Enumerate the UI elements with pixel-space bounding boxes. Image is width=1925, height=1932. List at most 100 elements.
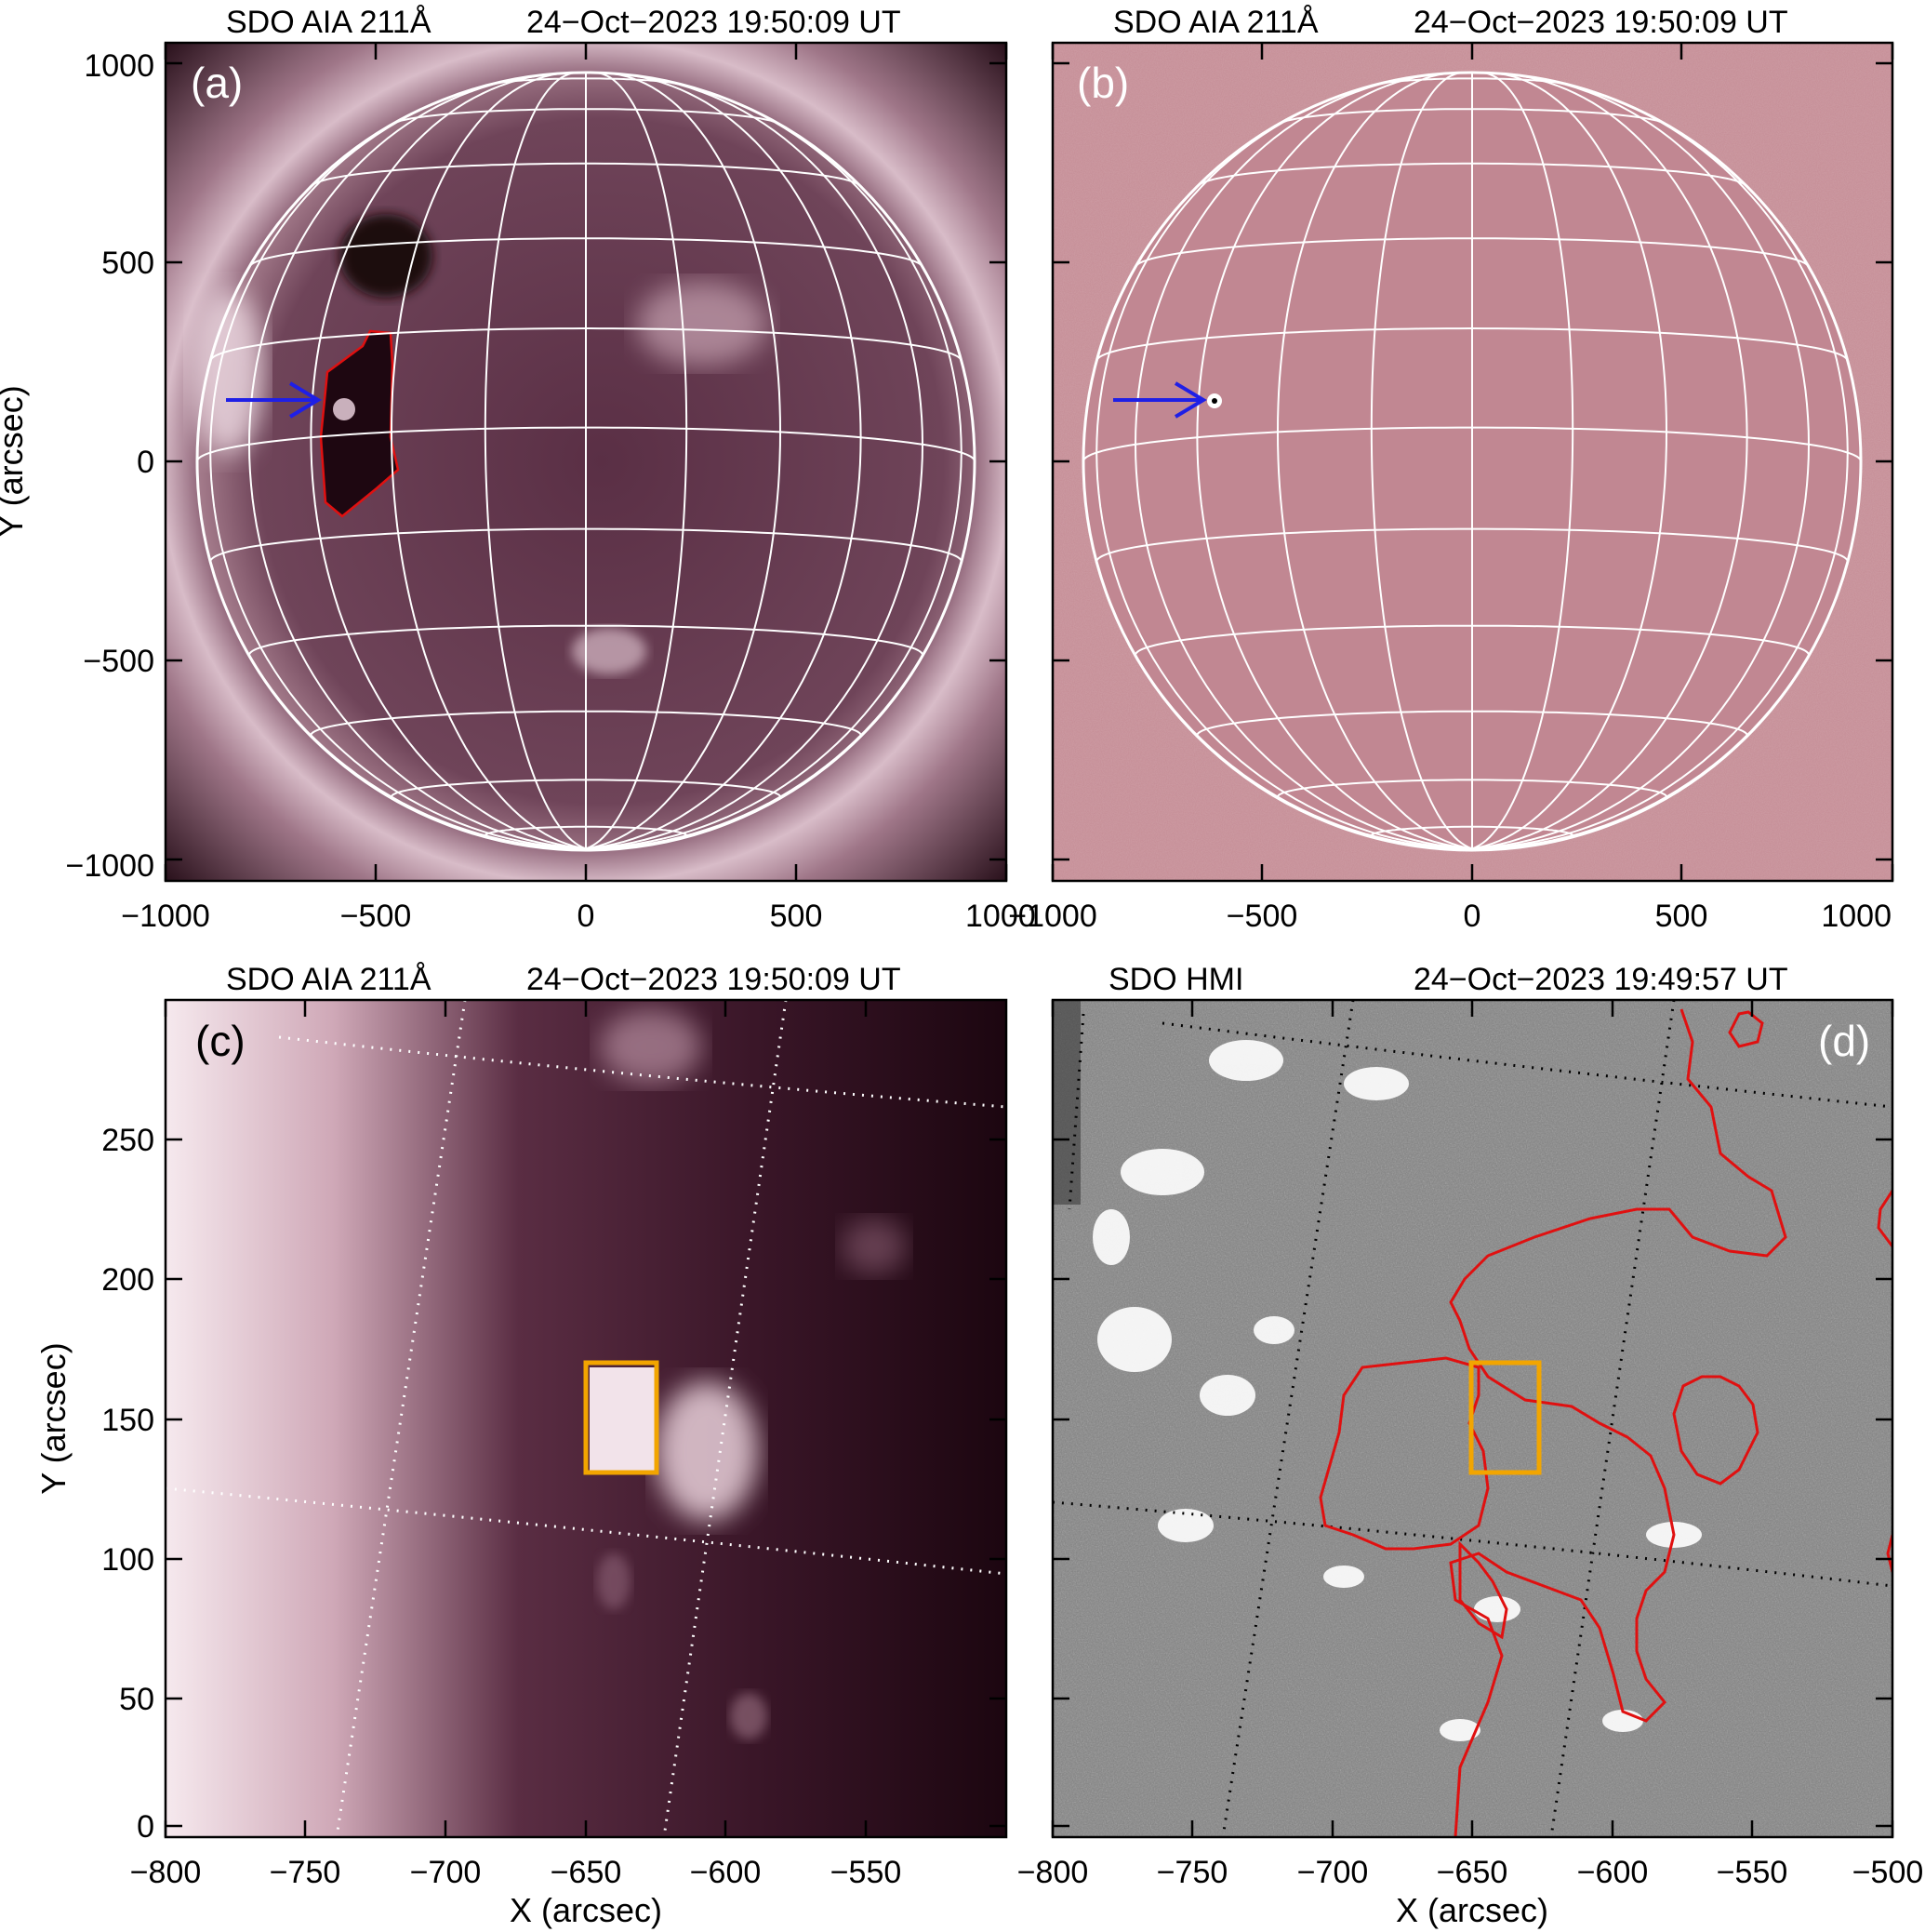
panel-c-xlabel: X (arcsec) bbox=[510, 1891, 662, 1929]
grid-parallel bbox=[393, 108, 778, 125]
grid-meridian bbox=[585, 72, 688, 850]
panel-b-label: (b) bbox=[1077, 59, 1129, 107]
panel-a-image: (a) bbox=[166, 43, 1006, 881]
panel-c-xtick: −650 bbox=[551, 1855, 622, 1890]
panel-b-xtick: 500 bbox=[1655, 899, 1708, 934]
panel-c-ylabel: Y (arcsec) bbox=[34, 1342, 73, 1494]
panel-b-xtick: −1000 bbox=[1008, 899, 1097, 934]
panel-a-ylabel: Y (arcsec) bbox=[0, 385, 30, 537]
grid-parallel bbox=[249, 237, 923, 267]
grid-meridian bbox=[1134, 75, 1473, 850]
panel-a-label: (a) bbox=[191, 59, 243, 107]
grid-meridian bbox=[209, 93, 587, 850]
grid-meridian bbox=[585, 75, 924, 850]
panel-c-xtick: −550 bbox=[830, 1855, 902, 1890]
panel-a: SDO AIA 211Å 24−Oct−2023 19:50:09 UT (a) bbox=[0, 5, 1036, 934]
grid-parallel bbox=[1377, 77, 1567, 86]
grid-meridian bbox=[1471, 93, 1849, 850]
panel-d-xtick: −600 bbox=[1577, 1855, 1649, 1890]
panel-a-ytick: 0 bbox=[137, 445, 154, 480]
panel-d-xtick: −650 bbox=[1437, 1855, 1508, 1890]
panel-d-title-time: 24−Oct−2023 19:49:57 UT bbox=[1414, 962, 1788, 997]
grid-parallel bbox=[1196, 710, 1748, 736]
panel-d-xtick: −750 bbox=[1157, 1855, 1228, 1890]
panel-d-image: (d) bbox=[1053, 1000, 1892, 1837]
panel-c-xtick: −800 bbox=[130, 1855, 202, 1890]
panel-d-axes bbox=[1051, 1000, 1894, 1837]
panel-b-image: (b) bbox=[1053, 43, 1892, 881]
bright-point bbox=[590, 1367, 657, 1474]
panel-c-xtick: −700 bbox=[410, 1855, 482, 1890]
panel-b-title-instrument: SDO AIA 211Å bbox=[1113, 5, 1319, 40]
panel-a-xtick: 1000 bbox=[965, 899, 1036, 934]
grid-parallel bbox=[1135, 624, 1810, 656]
heliographic-grid bbox=[1082, 72, 1862, 850]
panel-a-ytick: −1000 bbox=[66, 848, 155, 884]
panel-c-xtick: −600 bbox=[690, 1855, 762, 1890]
grid-meridian bbox=[1095, 93, 1473, 850]
panel-a-xtick: −500 bbox=[340, 899, 412, 934]
panel-c-image: (c) bbox=[166, 1000, 1006, 1837]
grid-parallel bbox=[312, 162, 860, 186]
heliographic-grid bbox=[166, 1000, 1006, 1837]
panel-c-ytick: 0 bbox=[137, 1809, 154, 1845]
grid-meridian bbox=[1370, 72, 1473, 850]
arrow-icon bbox=[226, 381, 322, 419]
panel-a-ytick: 500 bbox=[101, 246, 154, 281]
grid-meridian bbox=[585, 73, 862, 850]
grid-parallel bbox=[1280, 108, 1665, 125]
grid-parallel bbox=[491, 77, 681, 86]
solar-limb bbox=[195, 71, 976, 852]
coronal-hole-region bbox=[321, 331, 398, 516]
panel-a-title-time: 24−Oct−2023 19:50:09 UT bbox=[526, 5, 901, 40]
panel-b-xtick: 1000 bbox=[1821, 899, 1892, 934]
arrow-icon bbox=[1113, 381, 1207, 419]
panel-c-title-instrument: SDO AIA 211Å bbox=[226, 962, 431, 997]
panel-b-title-time: 24−Oct−2023 19:50:09 UT bbox=[1414, 5, 1788, 40]
grid-meridian bbox=[1471, 72, 1574, 850]
grid-parallel bbox=[484, 825, 688, 836]
grid-parallel bbox=[209, 527, 962, 563]
panel-d-xtick: −700 bbox=[1297, 1855, 1369, 1890]
region-box bbox=[1468, 1360, 1542, 1475]
grid-parallel bbox=[391, 779, 781, 797]
panel-a-xtick: 500 bbox=[770, 899, 823, 934]
panel-c-ytick: 250 bbox=[101, 1123, 154, 1158]
grid-parallel bbox=[310, 710, 862, 736]
panel-d-label: (d) bbox=[1818, 1017, 1870, 1065]
panel-d-title-instrument: SDO HMI bbox=[1109, 962, 1243, 997]
panel-c: SDO AIA 211Å 24−Oct−2023 19:50:09 UT (c)… bbox=[34, 962, 1008, 1929]
panel-a-ytick: 1000 bbox=[84, 48, 154, 84]
panel-d-xtick: −800 bbox=[1017, 1855, 1089, 1890]
panel-c-ytick: 50 bbox=[119, 1682, 154, 1717]
panel-d-xlabel: X (arcsec) bbox=[1396, 1891, 1548, 1929]
grid-meridian bbox=[390, 72, 587, 850]
grid-parallel bbox=[1370, 825, 1574, 836]
grid-parallel bbox=[1277, 779, 1667, 797]
panel-c-title-time: 24−Oct−2023 19:50:09 UT bbox=[526, 962, 901, 997]
coronal-hole-contour bbox=[1449, 1008, 1787, 1837]
grid-meridian bbox=[1276, 72, 1473, 850]
panel-b: SDO AIA 211Å 24−Oct−2023 19:50:09 UT (b)… bbox=[1008, 5, 1894, 934]
grid-parallel bbox=[209, 326, 962, 361]
panel-b-xtick: 0 bbox=[1464, 899, 1481, 934]
bright-point bbox=[333, 398, 355, 420]
panel-c-xtick: −750 bbox=[270, 1855, 341, 1890]
grid-meridian bbox=[585, 72, 782, 850]
grid-parallel bbox=[196, 426, 976, 462]
panel-d-xtick: −500 bbox=[1852, 1855, 1924, 1890]
grid-parallel bbox=[1198, 162, 1746, 186]
panel-b-axes bbox=[1051, 43, 1894, 881]
grid-meridian bbox=[1471, 72, 1668, 850]
panel-c-axes bbox=[164, 1000, 1006, 1837]
panel-d-xtick: −550 bbox=[1717, 1855, 1788, 1890]
panel-d: SDO HMI 24−Oct−2023 19:49:57 UT bbox=[1017, 962, 1924, 1929]
grid-meridian bbox=[247, 75, 587, 850]
region-box bbox=[583, 1360, 659, 1475]
grid-parallel bbox=[1135, 237, 1809, 267]
grid-parallel bbox=[1082, 426, 1862, 462]
grid-parallel bbox=[1095, 527, 1849, 563]
panel-b-xtick: −500 bbox=[1227, 899, 1298, 934]
grid-parallel bbox=[1095, 326, 1849, 361]
panel-c-ytick: 200 bbox=[101, 1262, 154, 1298]
